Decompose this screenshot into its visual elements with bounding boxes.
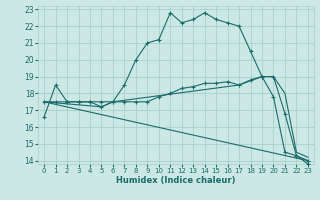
X-axis label: Humidex (Indice chaleur): Humidex (Indice chaleur) <box>116 176 236 185</box>
